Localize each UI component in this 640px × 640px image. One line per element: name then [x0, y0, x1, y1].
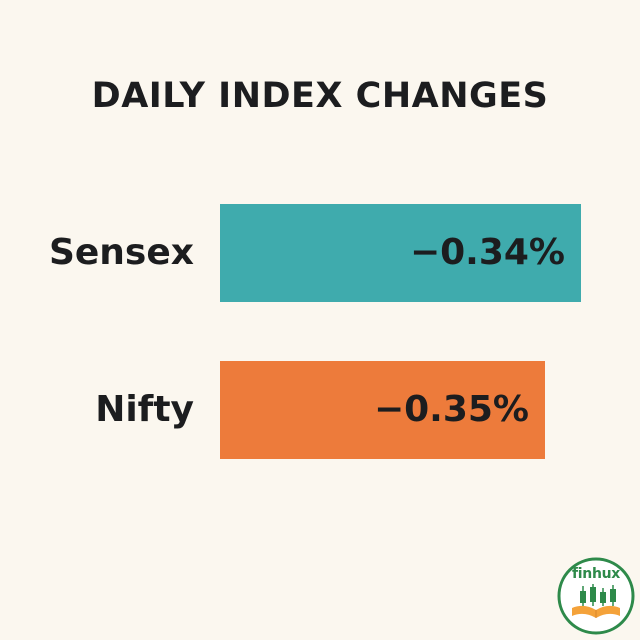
bar-label-nifty: Nifty [95, 389, 194, 430]
bar-value-sensex: −0.34% [409, 232, 565, 273]
finhux-logo: finhux [556, 556, 636, 636]
logo-text: finhux [571, 566, 621, 582]
bar-sensex: −0.34% [220, 204, 581, 302]
bar-value-nifty: −0.35% [373, 389, 529, 430]
chart-title: DAILY INDEX CHANGES [91, 76, 549, 116]
finhux-logo-icon [557, 557, 635, 635]
bar-label-sensex: Sensex [48, 232, 194, 273]
bar-nifty: −0.35% [220, 361, 545, 459]
